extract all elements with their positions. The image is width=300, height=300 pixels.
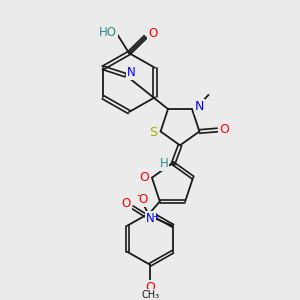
Text: +: + <box>152 212 160 220</box>
Text: O: O <box>122 196 131 210</box>
Text: N: N <box>195 100 204 112</box>
Text: O: O <box>145 281 155 294</box>
Text: N: N <box>146 212 155 225</box>
Text: S: S <box>149 126 157 140</box>
Text: O: O <box>138 193 148 206</box>
Text: CH₃: CH₃ <box>142 290 160 300</box>
Text: O: O <box>219 124 229 136</box>
Text: HO: HO <box>99 26 117 39</box>
Text: -: - <box>136 190 140 200</box>
Text: N: N <box>127 66 136 79</box>
Text: H: H <box>160 158 169 170</box>
Text: O: O <box>148 27 158 40</box>
Text: O: O <box>140 171 149 184</box>
